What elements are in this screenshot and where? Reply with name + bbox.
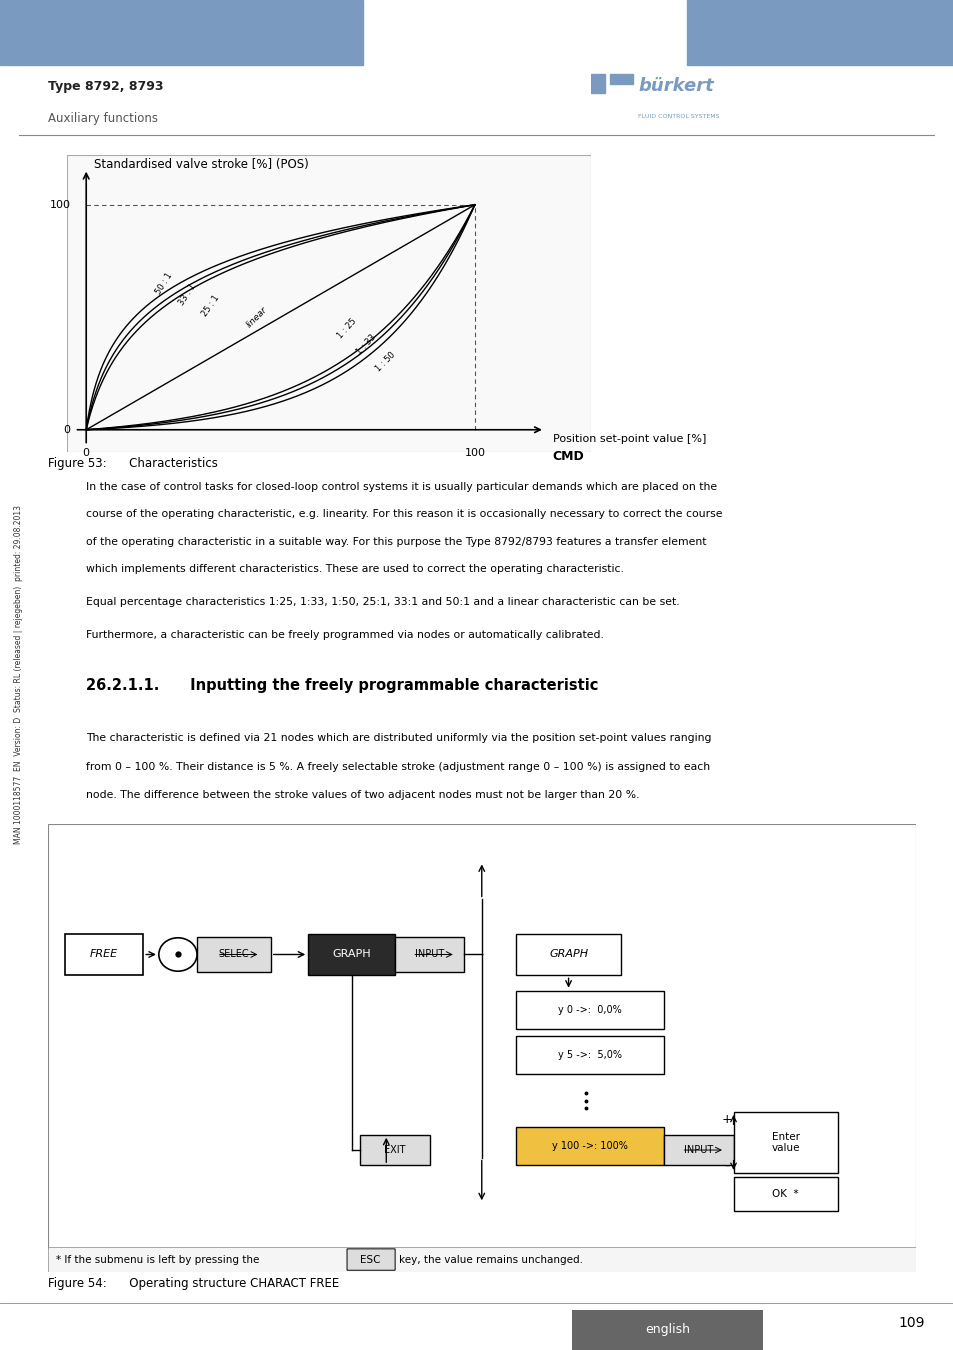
Text: Figure 54:      Operating structure CHARACT FREE: Figure 54: Operating structure CHARACT F… — [48, 1277, 338, 1291]
Text: SELEC: SELEC — [218, 949, 249, 960]
FancyBboxPatch shape — [347, 1249, 395, 1270]
Text: y 5 ->:  5,0%: y 5 ->: 5,0% — [558, 1050, 621, 1060]
Bar — [609, 74, 633, 84]
Text: 33 : 1: 33 : 1 — [176, 282, 197, 308]
Text: 1 : 33: 1 : 33 — [355, 332, 377, 356]
Text: EXIT: EXIT — [384, 1145, 405, 1156]
Text: 100: 100 — [50, 200, 71, 209]
Text: 1 : 25: 1 : 25 — [335, 317, 357, 340]
Text: OK  *: OK * — [772, 1189, 798, 1199]
Text: course of the operating characteristic, e.g. linearity. For this reason it is oc: course of the operating characteristic, … — [86, 509, 721, 520]
Text: y 0 ->:  0,0%: y 0 ->: 0,0% — [558, 1004, 621, 1015]
Text: which implements different characteristics. These are used to correct the operat: which implements different characteristi… — [86, 564, 623, 574]
Text: * If the submenu is left by pressing the: * If the submenu is left by pressing the — [56, 1254, 259, 1265]
Text: 100: 100 — [464, 448, 485, 458]
Text: -: - — [723, 1158, 729, 1173]
Text: INPUT: INPUT — [415, 949, 444, 960]
Text: key, the value remains unchanged.: key, the value remains unchanged. — [399, 1254, 582, 1265]
Text: node. The difference between the stroke values of two adjacent nodes must not be: node. The difference between the stroke … — [86, 790, 639, 801]
Bar — [360, 1135, 429, 1165]
Bar — [308, 934, 395, 975]
Text: The characteristic is defined via 21 nodes which are distributed uniformly via t: The characteristic is defined via 21 nod… — [86, 733, 711, 743]
Bar — [516, 934, 620, 975]
Text: Figure 53:      Characteristics: Figure 53: Characteristics — [48, 456, 217, 470]
Text: INPUT: INPUT — [683, 1145, 713, 1156]
Text: Furthermore, a characteristic can be freely programmed via nodes or automaticall: Furthermore, a characteristic can be fre… — [86, 630, 603, 640]
Text: Auxiliary functions: Auxiliary functions — [48, 112, 157, 126]
Text: of the operating characteristic in a suitable way. For this purpose the Type 879: of the operating characteristic in a sui… — [86, 537, 705, 547]
Text: +: + — [720, 1114, 731, 1126]
Text: 0: 0 — [64, 425, 71, 435]
Bar — [733, 1112, 837, 1173]
Text: FLUID CONTROL SYSTEMS: FLUID CONTROL SYSTEMS — [638, 113, 719, 119]
Text: CMD: CMD — [552, 450, 584, 463]
Bar — [663, 1135, 733, 1165]
Text: ESC: ESC — [360, 1254, 380, 1265]
Text: linear: linear — [245, 305, 269, 329]
Text: english: english — [644, 1323, 690, 1336]
Bar — [197, 937, 271, 972]
Text: FREE: FREE — [90, 949, 118, 960]
Bar — [686, 0, 953, 65]
Text: GRAPH: GRAPH — [548, 949, 588, 960]
Text: 109: 109 — [898, 1316, 924, 1330]
Text: In the case of control tasks for closed-loop control systems it is usually parti: In the case of control tasks for closed-… — [86, 482, 717, 491]
Text: 25 : 1: 25 : 1 — [200, 294, 221, 319]
Text: MAN 1000118577  EN  Version: D  Status: RL (released | rejegeben)  printed: 29.0: MAN 1000118577 EN Version: D Status: RL … — [13, 505, 23, 845]
Text: 0: 0 — [83, 448, 90, 458]
Text: Position set-point value [%]: Position set-point value [%] — [552, 435, 705, 444]
Bar — [516, 991, 663, 1029]
Text: Standardised valve stroke [%] (POS): Standardised valve stroke [%] (POS) — [94, 158, 309, 170]
Bar — [591, 74, 604, 93]
Text: 1 : 50: 1 : 50 — [374, 351, 396, 374]
Text: 26.2.1.1.      Inputting the freely programmable characteristic: 26.2.1.1. Inputting the freely programma… — [86, 678, 598, 693]
Text: Equal percentage characteristics 1:25, 1:33, 1:50, 25:1, 33:1 and 50:1 and a lin: Equal percentage characteristics 1:25, 1… — [86, 597, 679, 606]
Text: from 0 – 100 %. Their distance is 5 %. A freely selectable stroke (adjustment ra: from 0 – 100 %. Their distance is 5 %. A… — [86, 761, 709, 771]
Bar — [733, 1177, 837, 1211]
Text: Type 8792, 8793: Type 8792, 8793 — [48, 80, 163, 93]
Text: y 100 ->: 100%: y 100 ->: 100% — [552, 1141, 628, 1152]
Text: Enter
value: Enter value — [771, 1131, 799, 1153]
Text: 50 : 1: 50 : 1 — [153, 271, 173, 296]
Bar — [65, 934, 143, 975]
Text: bürkert: bürkert — [638, 77, 713, 95]
Bar — [516, 1037, 663, 1075]
Bar — [516, 1127, 663, 1165]
Bar — [395, 937, 464, 972]
Bar — [0, 0, 362, 65]
Text: GRAPH: GRAPH — [332, 949, 371, 960]
